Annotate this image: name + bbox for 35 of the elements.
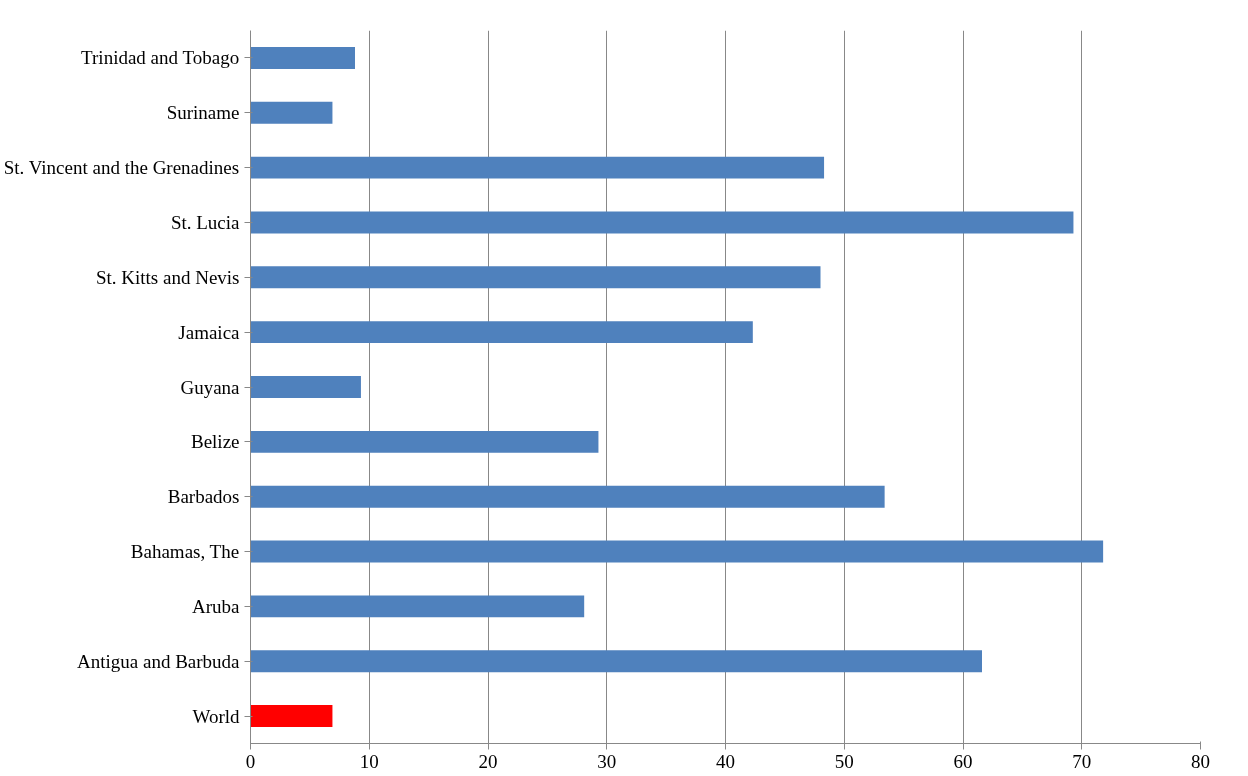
bar	[250, 595, 585, 618]
x-tick-label: 60	[953, 750, 973, 772]
bar	[250, 705, 333, 728]
bar	[250, 485, 885, 508]
y-tick-label: Barbados	[167, 486, 240, 508]
x-tick-label: 10	[359, 750, 379, 772]
bar	[250, 376, 361, 398]
y-tick-label: Belize	[190, 431, 240, 453]
bar	[250, 46, 355, 69]
y-tick-label: Bahamas, The	[130, 541, 240, 563]
x-tick-label: 50	[834, 750, 854, 772]
x-tick-label: 20	[478, 750, 498, 772]
y-tick-label: St. Vincent and the Grenadines	[3, 157, 240, 179]
bar	[250, 650, 982, 673]
y-tick-label: Suriname	[166, 102, 240, 124]
x-tick-label: 0	[245, 750, 256, 772]
y-tick-label: Aruba	[192, 595, 241, 617]
y-tick-label: Trinidad and Tobago	[81, 47, 240, 69]
x-tick-label: 70	[1072, 750, 1092, 772]
y-tick-label: St. Lucia	[170, 211, 241, 233]
bar	[250, 101, 333, 124]
y-tick-label: Jamaica	[178, 321, 241, 343]
x-tick-label: 30	[597, 750, 617, 772]
y-tick-label: St. Kitts and Nevis	[95, 266, 240, 288]
y-tick-label: Antigua and Barbuda	[76, 650, 241, 672]
bar	[250, 156, 825, 179]
x-tick-label: 40	[716, 750, 735, 772]
bar	[250, 266, 821, 289]
bar	[250, 211, 1074, 234]
bar	[250, 430, 599, 453]
x-tick-label: 80	[1191, 750, 1210, 772]
y-tick-label: Guyana	[180, 376, 241, 398]
bar	[250, 321, 753, 344]
bar	[250, 540, 1104, 563]
y-tick-label: World	[192, 705, 240, 727]
